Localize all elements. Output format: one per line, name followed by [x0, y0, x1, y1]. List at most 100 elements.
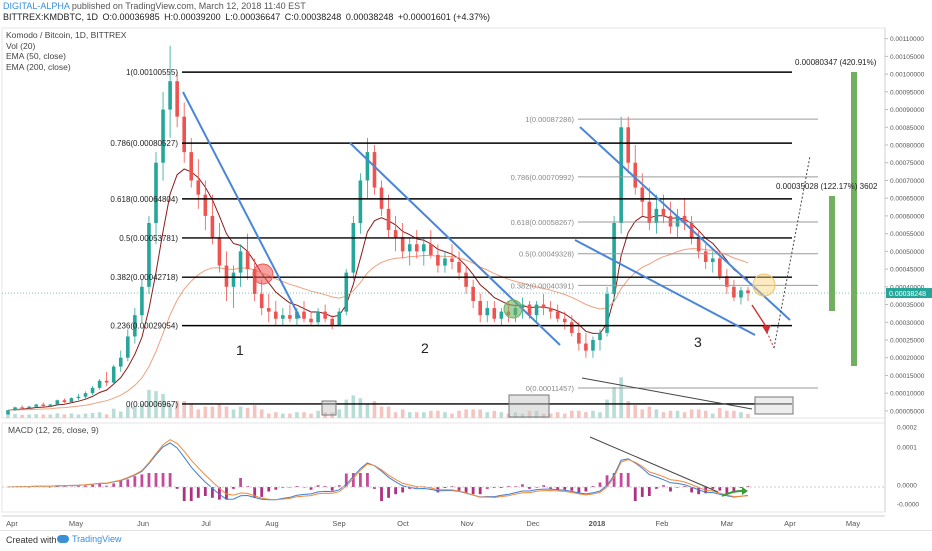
macd-hist-bar	[126, 479, 130, 487]
macd-hist-bar	[140, 474, 144, 487]
y-tick-label: 0.00025000	[890, 338, 925, 345]
macd-hist-bar	[147, 473, 151, 487]
candle-body	[182, 116, 186, 153]
ema50-indicator[interactable]: EMA (50, close)	[6, 51, 66, 61]
volume-bar	[386, 406, 391, 418]
volume-bar	[739, 412, 743, 418]
last-price-tag	[886, 288, 932, 299]
macd-hist-bar	[394, 487, 398, 495]
macd-hist-bar	[380, 487, 383, 501]
volume-bar	[97, 412, 102, 418]
macd-hist-bar	[697, 487, 701, 495]
candle-body	[422, 244, 426, 252]
y-tick-label: 0.00020000	[890, 355, 925, 362]
macd-tick-label: -0.0000	[897, 502, 919, 509]
volume-bar	[422, 412, 426, 418]
macd-hist-bar	[626, 473, 630, 487]
candle-body	[351, 223, 356, 273]
candle-body	[189, 152, 194, 181]
macd-hist-bar	[91, 484, 94, 487]
macd-hist-bar	[225, 487, 228, 500]
macd-hist-bar	[133, 476, 137, 487]
symbol-label[interactable]: BITTREX:KMDBTC, 1D	[3, 12, 99, 22]
tradingview-logo[interactable]: TradingView	[57, 534, 122, 544]
last-price-tag-text: 0.00038248	[889, 291, 926, 298]
macd-hist-bar	[210, 487, 214, 498]
volume-bar	[175, 401, 179, 418]
y-tick-label: 0.00105000	[890, 54, 925, 61]
series-title[interactable]: Komodo / Bitcoin, 1D, BITTREX	[6, 30, 127, 40]
macd-hist-bar	[196, 487, 200, 498]
candle-body	[104, 380, 109, 383]
macd-hist-bar	[464, 487, 468, 494]
vol-indicator[interactable]: Vol (20)	[6, 40, 36, 51]
volume-bar	[27, 414, 31, 418]
candle-body	[541, 304, 546, 309]
volume-bar	[316, 410, 320, 418]
price-chart[interactable]: 0.00110000 0.00105000 0.00100000 0.00095000…	[0, 0, 932, 530]
candle-body	[696, 237, 701, 252]
volume-bar	[309, 413, 313, 418]
candle-body	[252, 269, 257, 294]
macd-hist-bar	[168, 473, 172, 487]
volume-bar	[196, 409, 201, 418]
footer-bar: Created with TradingView	[0, 530, 932, 551]
macd-hist-bar	[161, 473, 165, 487]
x-tick-label: Jun	[137, 519, 149, 528]
candle-body	[259, 293, 264, 309]
candle-body	[407, 244, 412, 252]
macd-hist-bar	[239, 478, 242, 487]
macd-hist-bar	[683, 486, 686, 487]
candle-body	[27, 406, 31, 409]
macd-line	[7, 442, 749, 501]
volume-bar	[147, 389, 151, 418]
macd-hist-bar	[633, 487, 637, 501]
volume-bar	[682, 412, 687, 418]
macd-hist-bar	[387, 487, 390, 498]
candle-body	[746, 290, 750, 294]
macd-pane	[1, 422, 886, 513]
volume-bar	[732, 410, 736, 418]
volume-bar	[281, 413, 285, 418]
macd-green-arrow	[721, 489, 746, 497]
volume-bar	[675, 410, 680, 418]
fib2-level-label: 1(0.00087286)	[525, 115, 574, 124]
y-tick-label: 0.00015000	[890, 373, 925, 380]
candle-body	[429, 244, 433, 255]
candle-body	[555, 311, 560, 319]
volume-divergence-line	[581, 377, 753, 410]
volume-bar	[126, 406, 130, 418]
candle-body	[344, 272, 349, 312]
y-tick-label: 0.00005000	[890, 408, 925, 415]
macd-hist-bar	[563, 487, 567, 490]
macd-hist-bar	[218, 487, 221, 500]
volume-bar	[661, 412, 666, 418]
fib2-level-label: 0.786(0.00070992)	[511, 173, 575, 182]
volume-bar	[217, 403, 222, 418]
candle-body	[450, 258, 454, 262]
macd-hist-bar	[549, 487, 553, 489]
macd-hist-bar	[154, 473, 158, 487]
candle-body	[55, 400, 60, 405]
candle-body	[570, 322, 574, 333]
y-tick-label: 0.00055000	[890, 231, 925, 238]
macd-hist-bar	[457, 487, 461, 491]
y-tick-label: 0.00030000	[890, 320, 925, 327]
macd-hist-bar	[591, 486, 595, 487]
macd-hist-bar	[105, 485, 109, 487]
volume-bar	[612, 387, 616, 418]
y-tick-label: 0.00060000	[890, 213, 925, 220]
author-link[interactable]: DIGITAL-ALPHA	[3, 1, 70, 11]
volume-bar	[703, 410, 708, 418]
ema200-indicator[interactable]: EMA (200, close)	[6, 61, 71, 72]
candle-body	[520, 304, 525, 309]
trend-line	[579, 126, 791, 321]
candle-body	[372, 152, 377, 188]
volume-bar	[231, 409, 236, 418]
fib-level-label: 0.5(0.00053781)	[119, 234, 178, 243]
x-tick-label: Mar	[721, 519, 734, 528]
target-bar-small	[829, 196, 835, 311]
volume-bar	[450, 413, 454, 418]
candle-body	[527, 304, 532, 316]
trend-line	[349, 142, 561, 346]
